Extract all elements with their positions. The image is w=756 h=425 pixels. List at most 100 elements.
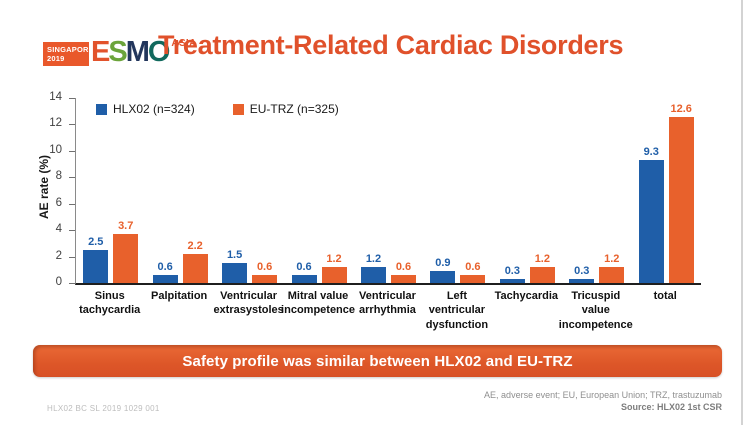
page-title: Treatment-Related Cardiac Disorders: [158, 30, 624, 60]
bar: [529, 267, 555, 283]
bar-value-label: 1.5: [226, 249, 243, 262]
legend-label-eu-trz: EU-TRZ (n=325): [249, 102, 339, 116]
bar: [360, 267, 386, 283]
bar: [430, 271, 456, 283]
bar-with-label: 1.2: [599, 253, 625, 283]
legend-label-hlx02: HLX02 (n=324): [113, 102, 195, 116]
y-tick-label: 10: [49, 143, 62, 156]
asia-label: ASIA: [171, 38, 197, 49]
bar-with-label: 0.3: [569, 265, 595, 283]
bar-group: 0.9 0.6: [423, 257, 492, 283]
bar-group: 0.3 1.2: [562, 253, 631, 283]
x-axis-label: Ventricular arrhythmia: [359, 290, 416, 317]
esmo-letter-o: O: [147, 36, 171, 68]
bar-with-label: 0.6: [390, 261, 416, 283]
bar-with-label: 0.6: [252, 261, 278, 283]
slide-edge-divider: [741, 0, 743, 425]
y-tick-mark: [69, 124, 75, 126]
bar-value-label: 1.2: [534, 253, 550, 266]
conclusion-banner: Safety profile was similar between HLX02…: [33, 345, 722, 377]
bar-with-label: 0.6: [291, 261, 317, 283]
y-tick-mark: [69, 150, 75, 152]
bar-value-label: 0.3: [574, 265, 590, 278]
bar: [390, 275, 416, 283]
bar-with-label: 2.5: [83, 235, 109, 283]
bar: [321, 267, 347, 283]
bar-value-label: 1.2: [604, 253, 620, 266]
footnote-abbreviations: AE, adverse event; EU, European Union; T…: [484, 390, 722, 400]
x-axis-label: Sinus tachycardia: [79, 290, 141, 317]
bar: [599, 267, 625, 283]
bar: [113, 234, 139, 283]
bar-group: 0.6 1.2: [284, 253, 353, 283]
bar-value-label: 0.6: [256, 261, 273, 274]
legend-item-eu-trz: EU-TRZ (n=325): [232, 102, 339, 116]
x-axis-label: Mitral value incompetence: [281, 290, 356, 317]
legend-swatch-eu-trz: [232, 103, 244, 115]
bar-with-label: 1.2: [529, 253, 555, 283]
bar-value-label: 0.6: [395, 261, 412, 274]
bar-value-label: 1.2: [326, 253, 342, 266]
bar-group: 0.6 2.2: [145, 240, 214, 283]
y-tick-mark: [69, 203, 75, 205]
y-tick-mark: [69, 98, 75, 99]
bar-value-label: 0.6: [465, 261, 481, 274]
bar-value-label: 0.6: [157, 261, 173, 274]
y-tick-mark: [69, 283, 75, 284]
esmo-letter-s: S: [108, 36, 127, 68]
bar-value-label: 2.5: [88, 235, 104, 248]
x-axis-label: Tachycardia: [494, 290, 559, 302]
bar: [499, 279, 525, 283]
bar-with-label: 9.3: [638, 146, 664, 283]
singapore-2019-badge: SINGAPORE 2019: [43, 42, 94, 66]
bar: [182, 253, 208, 283]
y-tick-mark: [69, 256, 75, 258]
bar-with-label: 0.6: [152, 261, 178, 283]
bar-value-label: 9.3: [643, 146, 659, 159]
bar-value-label: 2.2: [187, 239, 203, 252]
y-axis-ticks: 0 2 4 6 8 10 12 14: [0, 91, 75, 288]
banner-text: Safety profile was similar between HLX02…: [182, 352, 573, 370]
bar: [83, 249, 109, 283]
bar-group: 2.5 3.7: [76, 220, 145, 283]
bar-value-label: 0.6: [296, 261, 312, 274]
x-axis-label: Tricuspid value incompetence: [558, 290, 633, 331]
y-tick-label: 0: [55, 276, 62, 288]
legend-item-hlx02: HLX02 (n=324): [96, 102, 195, 116]
plot-area: 2.5 3.7 0.6 2.2 1.5 0.6 0.6 1.2 1.2 0.6 0.9 0.6 0.3 1…: [75, 98, 701, 285]
footnotes: AE, adverse event; EU, European Union; T…: [484, 389, 722, 413]
bar-group: 1.2 0.6: [354, 253, 423, 283]
bar: [569, 279, 595, 283]
esmo-wordmark: ESMO: [91, 36, 171, 68]
bar: [222, 263, 248, 283]
x-axis-label: Ventricular extrasystoles: [213, 290, 284, 317]
bar: [638, 160, 664, 283]
legend: HLX02 (n=324) EU-TRZ (n=325): [96, 102, 339, 116]
bar-with-label: 0.3: [499, 265, 525, 283]
esmo-letter-e: E: [91, 36, 110, 68]
bar-groups: 2.5 3.7 0.6 2.2 1.5 0.6 0.6 1.2 1.2 0.6 0.9 0.6 0.3 1…: [76, 98, 701, 283]
bar: [668, 116, 694, 283]
esmo-letter-m: M: [125, 36, 150, 68]
bar-value-label: 12.6: [670, 102, 692, 115]
bar-with-label: 1.2: [360, 253, 386, 283]
bar: [291, 275, 317, 283]
bar-value-label: 3.7: [118, 220, 134, 233]
bar-with-label: 2.2: [182, 239, 208, 283]
badge-city: SINGAPORE: [47, 45, 94, 54]
bar-value-label: 0.9: [435, 257, 451, 270]
bar-value-label: 0.3: [504, 265, 520, 278]
y-tick-label: 8: [55, 170, 62, 183]
badge-year: 2019: [47, 54, 65, 64]
bar: [460, 275, 486, 283]
bar: [252, 275, 278, 283]
x-axis-label: Left ventricular dysfunction: [425, 290, 489, 331]
bar-with-label: 12.6: [668, 102, 694, 283]
bar-with-label: 3.7: [113, 220, 139, 283]
bar-group: 1.5 0.6: [215, 249, 284, 283]
y-tick-label: 4: [55, 223, 62, 236]
x-axis-labels: Sinus tachycardia Palpitation Ventricular …: [75, 289, 700, 332]
y-tick-mark: [69, 230, 75, 232]
legend-swatch-hlx02: [96, 103, 107, 115]
